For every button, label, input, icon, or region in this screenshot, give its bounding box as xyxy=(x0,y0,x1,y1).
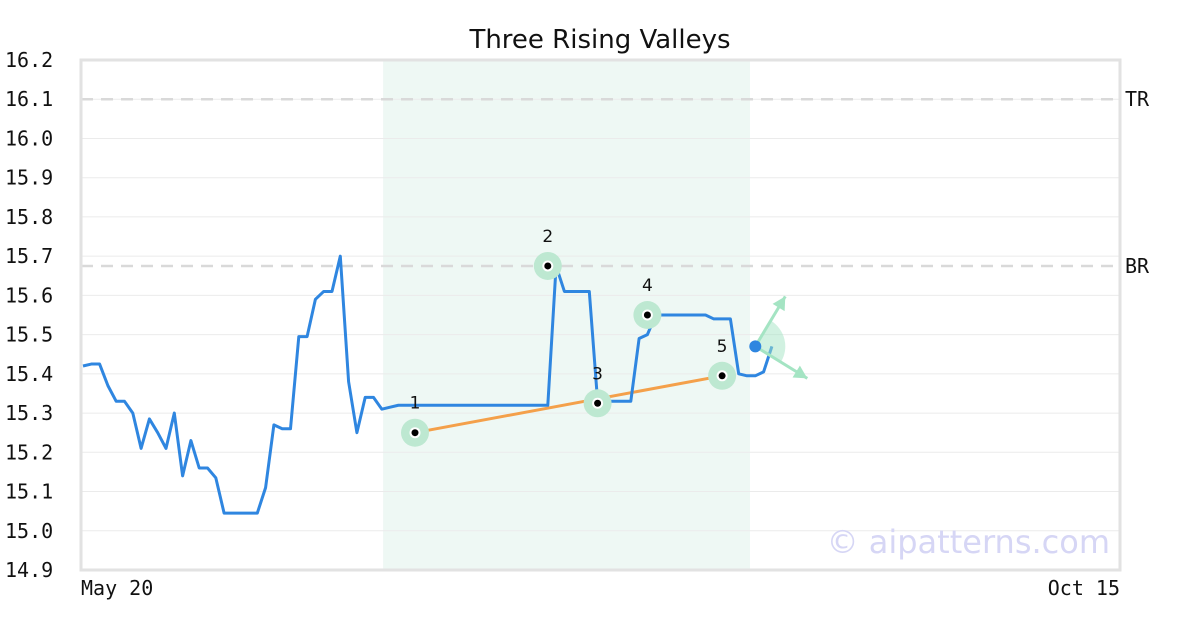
marker-dot xyxy=(411,429,419,437)
y-tick-label: 15.3 xyxy=(5,401,53,425)
y-tick-label: 16.2 xyxy=(5,48,53,72)
marker-dot xyxy=(594,399,602,407)
y-tick-label: 16.1 xyxy=(5,87,53,111)
x-axis: May 20 Oct 15 xyxy=(81,576,1120,600)
point-label: 5 xyxy=(717,337,728,357)
x-tick-label: May 20 xyxy=(81,576,153,600)
reference-label: BR xyxy=(1125,254,1150,278)
chart-title: Three Rising Valleys xyxy=(468,25,730,55)
reference-lines: TR BR xyxy=(81,87,1150,278)
y-tick-label: 14.9 xyxy=(5,558,53,582)
last-point-dot xyxy=(749,340,762,353)
point-label: 2 xyxy=(542,227,553,247)
y-tick-label: 15.4 xyxy=(5,362,53,386)
plot-frame xyxy=(79,58,1122,572)
down-arrow-head xyxy=(792,365,808,379)
trendline xyxy=(414,374,723,435)
x-tick-label: Oct 15 xyxy=(1048,576,1120,600)
y-tick-label: 15.8 xyxy=(5,205,53,229)
point-label: 3 xyxy=(592,364,603,384)
reference-label: TR xyxy=(1125,87,1150,111)
y-tick-label: 15.9 xyxy=(5,166,53,190)
point-label: 4 xyxy=(642,276,653,296)
up-arrow-head xyxy=(772,296,786,312)
y-tick-label: 15.0 xyxy=(5,519,53,543)
pattern-points: 1 2 3 4 5 xyxy=(401,227,737,447)
watermark: © aipatterns.com xyxy=(827,523,1110,561)
y-tick-label: 15.5 xyxy=(5,323,53,347)
y-axis: 16.2 16.1 16.0 15.9 15.8 15.7 15.6 15.5 15.4 15.3… xyxy=(5,48,53,582)
y-tick-label: 15.6 xyxy=(5,283,53,307)
projection-wedge xyxy=(755,320,786,363)
y-tick-label: 15.7 xyxy=(5,244,53,268)
projection-arrows xyxy=(749,295,809,380)
y-tick-label: 15.1 xyxy=(5,480,53,504)
marker-dot xyxy=(643,311,651,319)
y-tick-label: 15.2 xyxy=(5,440,53,464)
y-tick-label: 16.0 xyxy=(5,126,53,150)
point-label: 1 xyxy=(410,394,421,414)
marker-dot xyxy=(718,372,726,380)
marker-dot xyxy=(544,262,552,270)
